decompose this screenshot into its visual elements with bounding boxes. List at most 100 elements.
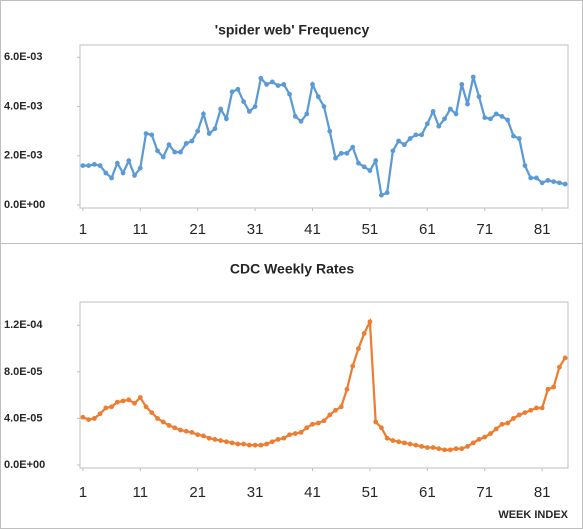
data-point xyxy=(562,181,568,187)
data-point xyxy=(304,111,310,117)
data-point xyxy=(419,443,424,449)
data-point xyxy=(172,425,178,431)
data-point xyxy=(327,128,333,134)
data-point xyxy=(333,155,338,161)
y-tick-label: 4.0E-05 xyxy=(4,412,43,424)
data-point xyxy=(252,442,258,448)
data-point xyxy=(264,81,269,87)
data-point xyxy=(338,150,344,156)
data-point xyxy=(287,432,292,438)
x-tick-label: 81 xyxy=(534,221,551,238)
data-point xyxy=(436,446,442,452)
y-tick-label: 0.0E+00 xyxy=(4,199,45,211)
data-point xyxy=(178,427,183,433)
x-tick-label: 21 xyxy=(189,221,206,238)
chart-title: 'spider web' Frequency xyxy=(215,22,370,38)
data-point xyxy=(292,113,298,119)
data-point xyxy=(396,439,402,445)
data-point xyxy=(235,441,241,447)
data-point xyxy=(109,175,114,181)
data-point xyxy=(390,438,396,443)
data-point xyxy=(493,111,499,117)
y-tick-label: 6.0E-03 xyxy=(4,51,43,63)
data-point xyxy=(356,346,361,351)
data-point xyxy=(327,412,333,418)
data-point xyxy=(304,425,310,431)
data-point xyxy=(453,111,459,117)
data-point xyxy=(149,410,155,416)
data-point xyxy=(539,180,545,186)
data-point xyxy=(379,425,384,431)
data-point xyxy=(505,420,511,426)
x-tick-label: 41 xyxy=(304,221,321,238)
data-point xyxy=(201,111,206,117)
data-point xyxy=(310,81,315,87)
data-point xyxy=(356,160,361,166)
data-point xyxy=(545,177,551,183)
x-tick-label: 31 xyxy=(247,221,264,238)
data-point xyxy=(453,446,459,452)
data-point xyxy=(166,423,172,428)
data-point xyxy=(465,101,470,107)
y-tick-label: 2.0E-03 xyxy=(4,150,43,162)
data-point xyxy=(86,163,92,169)
data-point xyxy=(315,420,321,426)
data-point xyxy=(155,148,160,154)
data-point xyxy=(465,443,470,449)
x-tick-label: 51 xyxy=(362,484,379,501)
data-point xyxy=(373,419,379,425)
y-tick-label: 0.0E+00 xyxy=(4,459,45,471)
y-tick-label: 4.0E-03 xyxy=(4,100,43,112)
data-point xyxy=(338,404,344,410)
data-point xyxy=(224,439,229,445)
data-point xyxy=(545,386,551,392)
x-tick-label: 21 xyxy=(189,484,206,501)
x-tick-label: 51 xyxy=(362,221,379,238)
data-point xyxy=(333,407,338,413)
data-point xyxy=(212,436,218,442)
data-point xyxy=(556,364,562,370)
data-point xyxy=(310,421,315,427)
data-point xyxy=(459,81,465,87)
data-point xyxy=(401,440,407,446)
data-point xyxy=(120,170,126,176)
data-point xyxy=(195,432,201,438)
x-tick-label: 1 xyxy=(79,484,87,501)
data-point xyxy=(103,405,109,411)
data-point xyxy=(224,116,229,122)
data-point xyxy=(522,163,528,169)
data-point xyxy=(183,428,189,434)
data-point xyxy=(401,142,407,148)
x-axis-label: WEEK INDEX xyxy=(498,509,568,521)
data-point xyxy=(103,170,109,176)
plot-area xyxy=(79,301,569,469)
data-point xyxy=(80,163,86,169)
data-point xyxy=(470,440,476,446)
data-point xyxy=(556,180,562,186)
data-point xyxy=(373,158,379,164)
data-point xyxy=(91,161,97,167)
data-point xyxy=(361,164,367,170)
data-point xyxy=(218,106,224,112)
data-point xyxy=(143,404,149,410)
data-point xyxy=(189,430,195,435)
data-point xyxy=(126,158,132,164)
data-point xyxy=(241,99,247,105)
data-point xyxy=(436,123,442,129)
data-point xyxy=(528,407,534,413)
data-point xyxy=(384,435,390,441)
chart-title: CDC Weekly Rates xyxy=(230,261,354,277)
x-tick-label: 61 xyxy=(419,484,436,501)
y-tick-label: 8.0E-05 xyxy=(4,366,43,378)
data-point xyxy=(476,436,482,442)
data-point xyxy=(206,435,212,441)
data-point xyxy=(505,117,511,123)
data-point xyxy=(493,426,499,432)
data-point xyxy=(551,179,557,185)
x-tick-label: 71 xyxy=(476,484,493,501)
data-point xyxy=(172,149,178,155)
data-point xyxy=(178,149,183,155)
data-point xyxy=(379,192,384,198)
data-point xyxy=(413,132,419,138)
